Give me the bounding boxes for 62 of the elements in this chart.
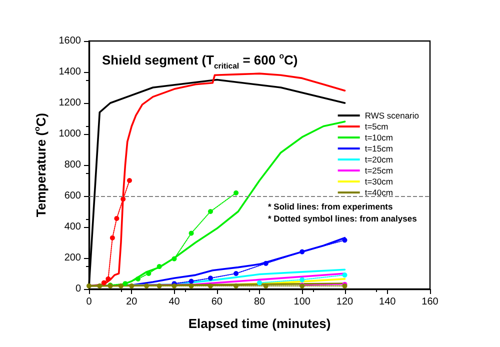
point xyxy=(106,276,111,282)
point xyxy=(129,283,134,288)
x-tick-label: 120 xyxy=(336,296,354,308)
point xyxy=(156,283,162,288)
point xyxy=(263,283,268,288)
x-tick-label: 140 xyxy=(379,296,396,308)
x-axis-title: Elapsed time (minutes) xyxy=(188,316,331,331)
point xyxy=(144,283,150,288)
point xyxy=(136,276,141,282)
point xyxy=(156,264,162,270)
point xyxy=(188,283,194,288)
legend-label: t=25cm xyxy=(364,166,393,176)
annotation: * Dotted symbol lines: from analyses xyxy=(268,214,418,224)
y-tick-label: 200 xyxy=(64,252,82,264)
legend-label: t=40cm xyxy=(364,188,393,198)
legend-label: t=20cm xyxy=(364,154,393,164)
y-tick-label: 1200 xyxy=(58,98,82,108)
x-tick-label: 40 xyxy=(168,296,180,308)
legend-label: t=5cm xyxy=(364,122,388,132)
point xyxy=(257,280,262,286)
point xyxy=(342,272,348,278)
point xyxy=(114,216,120,221)
point xyxy=(188,278,194,284)
x-tick-label: 60 xyxy=(211,296,223,308)
point xyxy=(172,256,177,262)
point xyxy=(146,271,152,276)
point xyxy=(234,190,239,196)
point xyxy=(101,280,106,286)
point xyxy=(208,276,213,281)
point xyxy=(122,281,128,286)
point xyxy=(118,283,124,288)
legend-label: RWS scenario xyxy=(364,110,420,120)
x-tick-label: 20 xyxy=(126,296,138,308)
y-tick-label: 1400 xyxy=(58,66,82,78)
point xyxy=(208,283,213,288)
y-tick-label: 400 xyxy=(64,222,82,232)
point xyxy=(127,178,132,183)
point xyxy=(86,283,92,288)
point xyxy=(188,230,194,236)
x-tick-label: 0 xyxy=(86,296,92,308)
point xyxy=(110,235,115,240)
y-tick-label: 800 xyxy=(64,160,82,170)
y-tick-label: 1000 xyxy=(58,128,82,140)
legend-label: t=15cm xyxy=(364,144,393,154)
point xyxy=(300,249,305,254)
legend-label: t=10cm xyxy=(364,132,393,142)
x-tick-label: 100 xyxy=(294,296,311,308)
point xyxy=(300,277,305,282)
annotation: * Solid lines: from experiments xyxy=(268,202,393,212)
point xyxy=(263,260,268,266)
point xyxy=(208,209,213,214)
point xyxy=(120,196,126,202)
point xyxy=(342,238,348,243)
point xyxy=(234,283,239,288)
legend-label: t=30cm xyxy=(364,176,393,186)
y-tick-label: 600 xyxy=(64,190,82,202)
y-tick-label: 0 xyxy=(75,284,82,294)
x-tick-label: 160 xyxy=(422,296,439,308)
y-tick-label: 1600 xyxy=(58,36,82,46)
x-tick-label: 80 xyxy=(254,296,266,308)
point xyxy=(234,271,239,276)
point xyxy=(97,283,102,288)
